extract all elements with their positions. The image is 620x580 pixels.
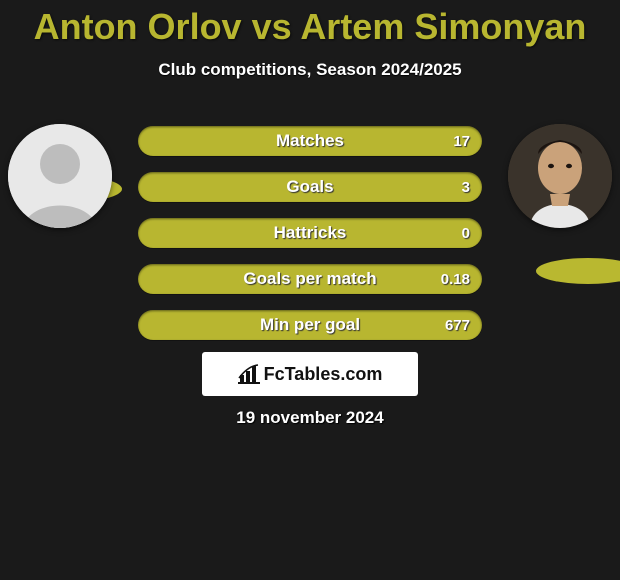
bar-value-right: 677 (445, 310, 470, 340)
avatar-player2 (508, 124, 612, 228)
bar-value-right: 17 (453, 126, 470, 156)
subtitle: Club competitions, Season 2024/2025 (0, 60, 620, 80)
title-player2: Artem Simonyan (300, 6, 586, 47)
bar-label: Goals (138, 172, 482, 202)
bar-label: Matches (138, 126, 482, 156)
title-vs: vs (252, 6, 292, 47)
bar-label: Goals per match (138, 264, 482, 294)
bar-value-right: 0.18 (441, 264, 470, 294)
bar-chart-icon (238, 364, 260, 384)
avatar-player1 (8, 124, 112, 228)
stat-bar-goals: Goals3 (138, 172, 482, 202)
stat-bar-matches: Matches17 (138, 126, 482, 156)
stat-bar-hattricks: Hattricks0 (138, 218, 482, 248)
stat-bar-goals-per-match: Goals per match0.18 (138, 264, 482, 294)
bar-value-right: 0 (462, 218, 470, 248)
player-portrait-icon (508, 124, 612, 228)
logo-text: FcTables.com (264, 364, 383, 385)
avatar-shadow-right (536, 258, 620, 284)
silhouette-icon (8, 124, 112, 228)
stat-bars: Matches17 Goals3 Hattricks0 Goals per match… (138, 126, 482, 356)
page-title: Anton Orlov vs Artem Simonyan (0, 0, 620, 48)
title-player1: Anton Orlov (34, 6, 242, 47)
update-date: 19 november 2024 (0, 408, 620, 428)
bar-value-right: 3 (462, 172, 470, 202)
fctables-logo[interactable]: FcTables.com (202, 352, 418, 396)
bar-label: Min per goal (138, 310, 482, 340)
stat-bar-min-per-goal: Min per goal677 (138, 310, 482, 340)
bar-label: Hattricks (138, 218, 482, 248)
